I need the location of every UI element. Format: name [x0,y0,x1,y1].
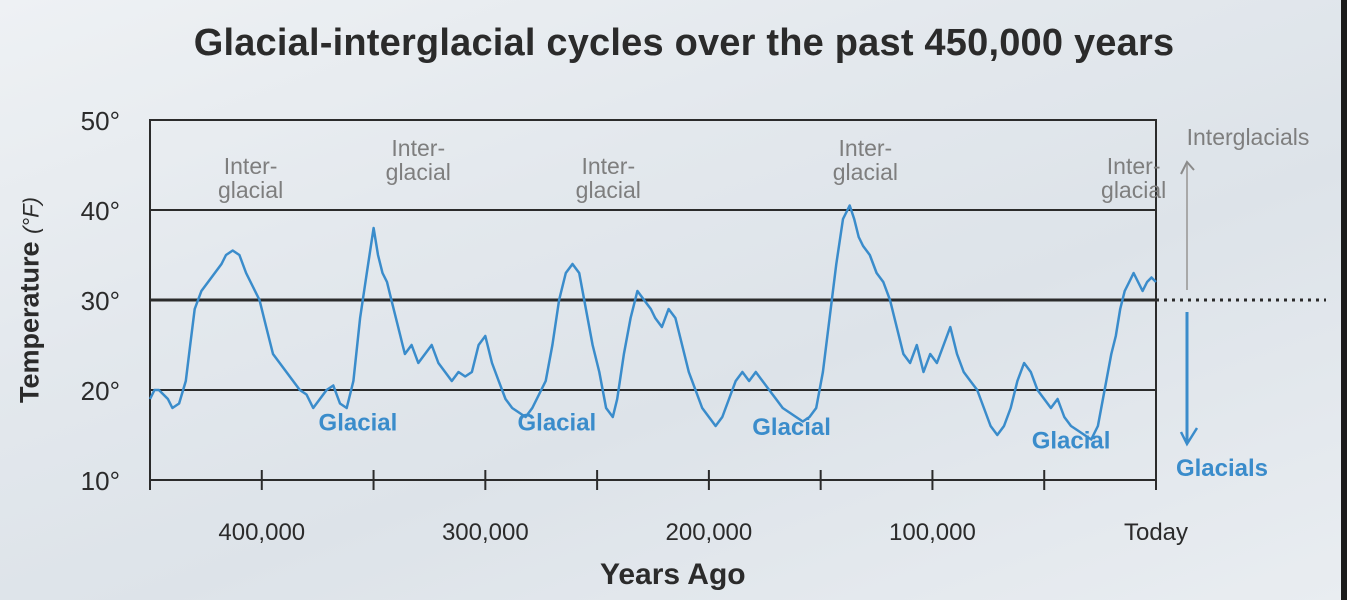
glacial-label: Glacial [319,410,398,437]
x-tick-label: Today [1124,519,1188,546]
side-legend-interglacials: Interglacials [1187,124,1310,150]
interglacial-label-line: Inter- [1107,153,1161,179]
glacial-label: Glacial [518,410,597,437]
glacial-arrow-head-icon [1179,427,1199,447]
interglacial-label: Inter-glacial [218,153,283,203]
interglacial-label-line: Inter- [224,153,278,179]
y-tick-label: 10° [81,466,120,496]
x-tick-label: 300,000 [442,519,529,546]
interglacial-label-line: glacial [576,177,641,203]
interglacial-arrow-head-icon [1180,160,1195,175]
y-tick-label: 50° [81,106,120,136]
interglacial-label-line: glacial [218,177,283,203]
interglacial-label-line: glacial [386,159,451,185]
glacial-label: Glacial [752,414,831,441]
y-axis-label: Temperature (°F) [15,197,46,403]
y-axis-unit: (°F) [18,197,44,234]
x-tick-label: 400,000 [218,519,305,546]
x-axis-label: Years Ago [600,558,746,591]
side-legend-glacials: Glacials [1176,455,1268,482]
interglacial-label: Inter-glacial [576,153,641,203]
interglacial-label-line: Inter- [391,135,445,161]
y-tick-label: 30° [81,286,120,316]
glacial-label: Glacial [1032,428,1111,455]
y-axis-label-text: Temperature [14,241,45,403]
interglacial-label-line: Inter- [839,135,893,161]
interglacial-label: Inter-glacial [833,135,898,185]
x-tick-label: 100,000 [889,519,976,546]
interglacial-label-line: glacial [833,159,898,185]
y-tick-label: 20° [81,376,120,406]
interglacial-label-line: Inter- [581,153,635,179]
temperature-series-line [148,204,1157,441]
chart-title: Glacial-interglacial cycles over the pas… [193,22,1175,64]
interglacial-label: Inter-glacial [1101,153,1166,203]
interglacial-label-line: glacial [1101,177,1166,203]
x-tick-label: 200,000 [666,519,753,546]
interglacial-label: Inter-glacial [386,135,451,185]
y-tick-label: 40° [81,196,120,226]
